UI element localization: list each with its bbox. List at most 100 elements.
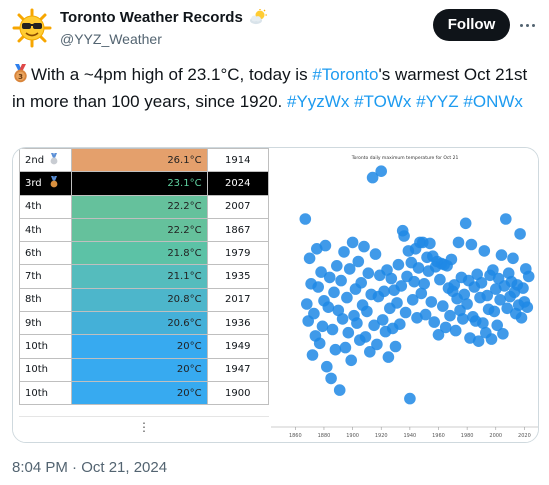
rank-cell: 4th bbox=[18, 217, 73, 243]
x-tick-label: 1880 bbox=[318, 433, 331, 439]
hashtag-link[interactable]: #Toronto bbox=[312, 65, 379, 84]
data-point bbox=[369, 248, 382, 260]
x-tick-label: 2000 bbox=[489, 433, 502, 439]
data-point bbox=[501, 302, 513, 315]
data-point bbox=[361, 305, 373, 318]
data-point bbox=[424, 237, 436, 250]
display-name[interactable]: Toronto Weather Records bbox=[60, 9, 267, 29]
data-point bbox=[458, 288, 471, 301]
data-point bbox=[477, 317, 489, 329]
sunglasses-sun-icon bbox=[12, 8, 52, 48]
rank-cell: 7th bbox=[18, 264, 73, 289]
x-tick-label: 1960 bbox=[432, 433, 445, 439]
data-point bbox=[507, 252, 519, 265]
data-point bbox=[331, 260, 343, 272]
year-cell: 1900 bbox=[206, 380, 270, 406]
data-point bbox=[322, 301, 335, 313]
temperature-cell: 22.2°C bbox=[71, 217, 208, 243]
year-cell: 1867 bbox=[206, 217, 270, 243]
data-point bbox=[404, 392, 416, 405]
table-row: 7th 21.1°C 1935 bbox=[18, 264, 270, 289]
data-point bbox=[494, 294, 506, 306]
more-dot bbox=[526, 24, 529, 27]
data-point bbox=[355, 277, 367, 289]
temperature-cell: 20°C bbox=[71, 334, 208, 359]
data-point bbox=[500, 213, 512, 225]
data-point bbox=[352, 255, 365, 268]
hashtag-link[interactable]: #TOWx bbox=[354, 92, 412, 111]
third-place-medal-icon: 3 bbox=[12, 64, 29, 90]
temperature-cell: 21.1°C bbox=[71, 264, 208, 289]
rank-cell: 4th bbox=[18, 194, 73, 219]
sun-behind-cloud-icon bbox=[249, 9, 267, 29]
year-cell: 2017 bbox=[206, 287, 270, 313]
data-point bbox=[375, 165, 387, 177]
year-cell: 1949 bbox=[206, 334, 270, 359]
records-table: 2nd 26.1°C 1914 3rd 23.1°C 2024 4th 22.2°C 2007 4… bbox=[18, 148, 270, 406]
table-more-icon: ⋮ bbox=[19, 416, 269, 441]
data-point bbox=[308, 307, 320, 320]
rank-cell: 9th bbox=[18, 311, 73, 336]
data-point bbox=[316, 320, 329, 333]
data-point bbox=[478, 245, 491, 257]
data-point bbox=[312, 281, 324, 293]
media-image[interactable]: 2nd 26.1°C 1914 3rd 23.1°C 2024 4th 22.2°C 2007 4… bbox=[12, 147, 539, 443]
temperature-cell: 20.6°C bbox=[71, 311, 208, 336]
data-point bbox=[419, 308, 432, 321]
data-point bbox=[406, 294, 419, 306]
year-cell: 2024 bbox=[206, 171, 270, 196]
data-point bbox=[366, 171, 379, 184]
x-tick-label: 1900 bbox=[346, 433, 359, 439]
data-point bbox=[445, 253, 458, 266]
data-point bbox=[491, 319, 503, 332]
data-point bbox=[434, 273, 446, 286]
data-point bbox=[301, 298, 313, 310]
rank-cell: 2nd bbox=[18, 148, 73, 173]
hashtag-link[interactable]: #YyzWx bbox=[287, 92, 350, 111]
data-point bbox=[338, 246, 350, 258]
hashtag-link[interactable]: #YYZ bbox=[416, 92, 459, 111]
temperature-cell: 20.8°C bbox=[71, 287, 208, 313]
silver-medal-icon bbox=[50, 153, 58, 165]
data-point bbox=[514, 228, 526, 240]
rank-cell: 6th bbox=[18, 241, 73, 266]
timestamp[interactable]: 8:04 PM · Oct 21, 2024 bbox=[12, 459, 168, 476]
rank-cell: 10th bbox=[18, 380, 73, 406]
data-point bbox=[326, 323, 339, 336]
account-handle[interactable]: @YYZ_Weather bbox=[60, 31, 162, 47]
x-tick-label: 1940 bbox=[403, 433, 416, 439]
more-options-icon[interactable] bbox=[516, 9, 540, 41]
data-point bbox=[359, 331, 372, 343]
follow-button[interactable]: Follow bbox=[433, 9, 510, 41]
temperature-cell: 20°C bbox=[71, 380, 208, 406]
temperature-cell: 21.8°C bbox=[71, 241, 208, 266]
tweet-text-part: With a ~4pm high of 23.1°C, today is bbox=[31, 65, 313, 84]
table-row: 9th 20.6°C 1936 bbox=[18, 311, 270, 336]
data-point bbox=[335, 274, 347, 287]
table-row: 4th 22.2°C 1867 bbox=[18, 217, 270, 243]
data-point bbox=[398, 230, 410, 242]
avatar[interactable] bbox=[12, 8, 52, 48]
table-row: 10th 20°C 1947 bbox=[18, 357, 270, 382]
display-name-text: Toronto Weather Records bbox=[60, 9, 243, 26]
data-point bbox=[385, 272, 398, 285]
data-point bbox=[362, 267, 375, 279]
year-cell: 1947 bbox=[206, 357, 270, 382]
data-point bbox=[461, 298, 473, 310]
data-point bbox=[343, 263, 356, 275]
data-point bbox=[465, 238, 478, 251]
temperature-cell: 26.1°C bbox=[71, 148, 208, 173]
hashtag-link[interactable]: #ONWx bbox=[463, 92, 523, 111]
data-point bbox=[481, 289, 493, 302]
data-point bbox=[412, 262, 425, 274]
data-point bbox=[425, 296, 438, 308]
table-row: 6th 21.8°C 1979 bbox=[18, 241, 270, 266]
table-row: 2nd 26.1°C 1914 bbox=[18, 148, 270, 173]
data-point bbox=[437, 300, 449, 312]
x-tick-label: 1860 bbox=[289, 433, 302, 439]
data-point bbox=[522, 270, 535, 283]
data-point bbox=[395, 280, 408, 292]
data-point bbox=[333, 384, 346, 396]
tweet-text: 3 With a ~4pm high of 23.1°C, today is #… bbox=[12, 63, 534, 114]
year-cell: 1936 bbox=[206, 311, 270, 336]
